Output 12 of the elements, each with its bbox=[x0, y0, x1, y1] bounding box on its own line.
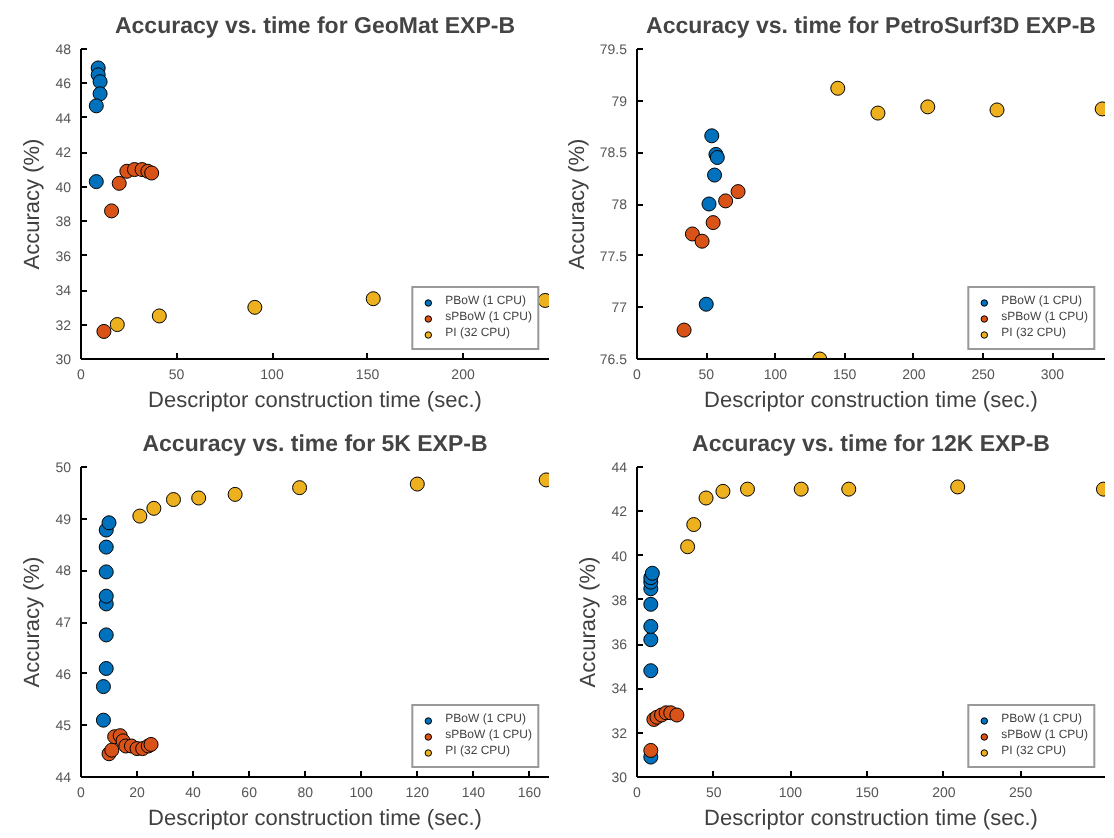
y-axis-title: Accuracy (%) bbox=[577, 556, 602, 688]
chart-title: Accuracy vs. time for GeoMat EXP-B bbox=[114, 15, 516, 39]
chart-title: Accuracy vs. time for 5K EXP-B bbox=[142, 433, 488, 457]
y-axis-title: Accuracy (%) bbox=[565, 138, 590, 270]
chart-title: Accuracy vs. time for 12K EXP-B bbox=[692, 433, 1050, 457]
chart-title: Accuracy vs. time for PetroSurf3D EXP-B bbox=[646, 15, 1096, 39]
x-axis-title: Descriptor construction time (sec.) bbox=[704, 389, 1038, 413]
y-axis-title: Accuracy (%) bbox=[21, 138, 46, 270]
x-axis-title: Descriptor construction time (sec.) bbox=[148, 807, 482, 831]
x-axis-title: Descriptor construction time (sec.) bbox=[148, 389, 482, 413]
y-axis-title: Accuracy (%) bbox=[21, 556, 46, 688]
x-axis-title: Descriptor construction time (sec.) bbox=[704, 807, 1038, 831]
